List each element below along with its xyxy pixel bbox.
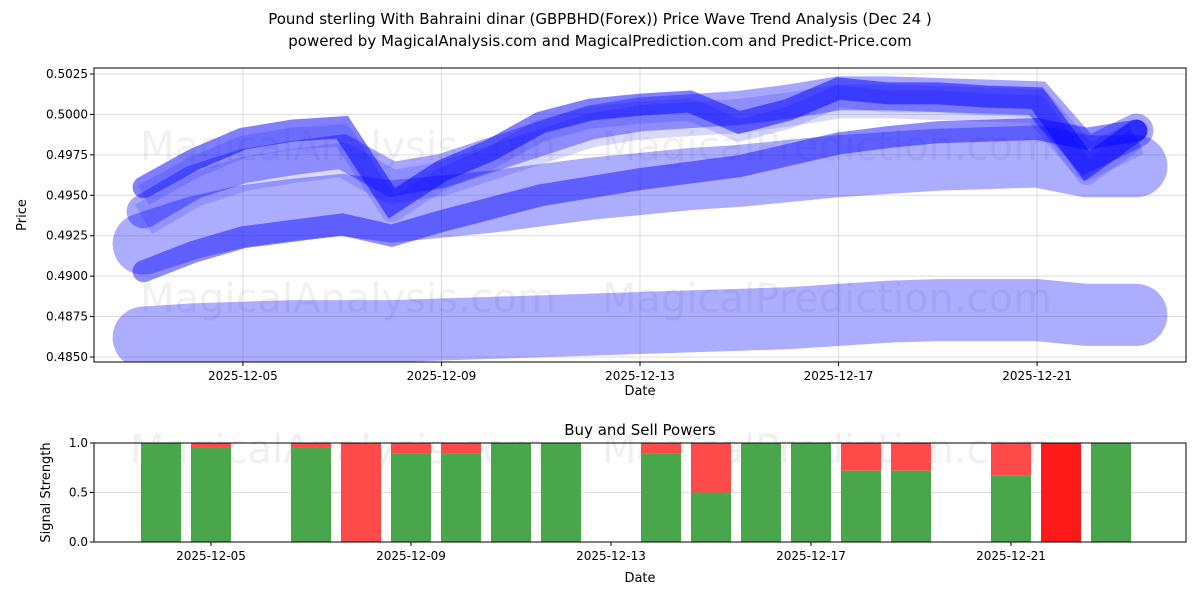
sell-bar — [641, 443, 681, 454]
x-tick-label: 2025-12-17 — [804, 369, 874, 383]
buy-bar — [1091, 443, 1131, 542]
y-tick-label: 0.4975 — [46, 148, 88, 162]
sell-bar — [341, 443, 381, 542]
sell-bar — [291, 443, 331, 448]
sell-bar — [191, 443, 231, 448]
buy-bar — [141, 443, 181, 542]
y-tick-label: 0.0 — [69, 535, 88, 549]
wave-band-shadow — [138, 85, 1143, 223]
x-tick-label: 2025-12-21 — [1002, 369, 1072, 383]
buy-bar — [541, 443, 581, 542]
price-wave-chart: 0.4850 0.4875 0.4900 0.4925 0.4950 0.4975 0.50… — [15, 67, 1187, 399]
y-tick-label: 0.5000 — [46, 107, 88, 121]
buy-bar — [291, 447, 331, 542]
buy-bar — [791, 443, 831, 542]
plot-frame — [93, 442, 1187, 543]
buy-bar — [841, 470, 881, 542]
x-tick-label: 2025-12-17 — [776, 549, 846, 563]
wave-band-wave-mid — [112, 125, 1168, 275]
buy-bar — [991, 475, 1031, 542]
wave-band-wave-low — [112, 279, 1168, 362]
buy-bar — [191, 447, 231, 542]
x-tick-label: 2025-12-05 — [208, 369, 278, 383]
sell-bar — [391, 443, 431, 454]
wave-band-wave-trend — [132, 117, 1148, 283]
watermark: MagicalPrediction.com — [602, 276, 1052, 322]
watermark: MagicalAnalysis.com — [140, 276, 556, 322]
x-tick-label: 2025-12-05 — [176, 549, 246, 563]
sell-bar — [891, 443, 931, 471]
buy-bar — [641, 453, 681, 542]
buy-bar — [441, 453, 481, 542]
watermark: MagicalPrediction.com — [602, 124, 1052, 170]
buy-sell-chart: 0.00.51.0MagicalAnalysis.comMagicalPredi… — [39, 421, 1187, 586]
plot-frame — [93, 67, 1187, 363]
sell-bar — [691, 443, 731, 493]
y-axis-label: Price — [15, 199, 30, 231]
buy-bar — [891, 470, 931, 542]
subchart-title: Buy and Sell Powers — [564, 421, 716, 439]
x-tick-label: 2025-12-09 — [376, 549, 446, 563]
chart-title: Pound sterling With Bahraini dinar (GBPB… — [268, 10, 932, 28]
y-tick-label: 0.4850 — [46, 350, 88, 364]
wave-band-wave-price — [132, 77, 1148, 219]
sell-bar — [841, 443, 881, 471]
buy-bar — [491, 443, 531, 542]
x-tick-label: 2025-12-21 — [976, 549, 1046, 563]
y-tick-label: 1.0 — [69, 436, 88, 450]
chart-subtitle: powered by MagicalAnalysis.com and Magic… — [288, 32, 912, 50]
x-tick-label: 2025-12-13 — [576, 549, 646, 563]
x-axis-label: Date — [624, 384, 655, 399]
sell-bar — [441, 443, 481, 454]
x-tick-label: 2025-12-13 — [605, 369, 675, 383]
y-tick-label: 0.4925 — [46, 229, 88, 243]
sell-bar — [991, 443, 1031, 476]
y-tick-label: 0.4900 — [46, 269, 88, 283]
y-tick-label: 0.5 — [69, 486, 88, 500]
buy-bar — [741, 443, 781, 542]
y-tick-label: 0.4950 — [46, 188, 88, 202]
buy-bar — [691, 492, 731, 542]
sell-bar — [1041, 443, 1081, 542]
y-tick-label: 0.4875 — [46, 310, 88, 324]
y-axis-label: Signal Strength — [39, 442, 54, 542]
bands — [112, 76, 1168, 362]
buy-bar — [391, 453, 431, 542]
y-tick-label: 0.5025 — [46, 67, 88, 81]
x-tick-label: 2025-12-09 — [407, 369, 477, 383]
x-axis-label: Date — [624, 571, 655, 586]
